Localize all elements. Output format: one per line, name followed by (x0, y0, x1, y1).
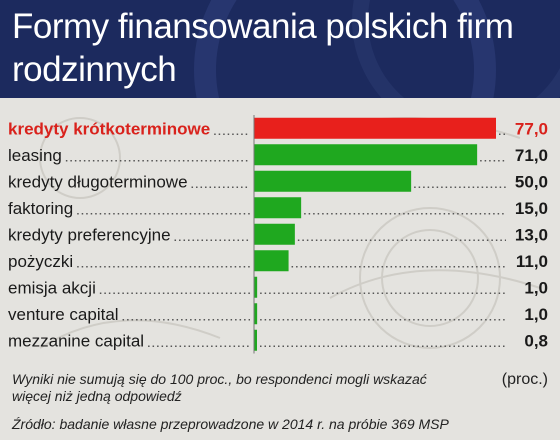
chart-area: kredyty krótkoterminowe 77,0 leasing 71,0 kr… (0, 98, 560, 440)
footnote: Wyniki nie sumują się do 100 proc., bo r… (12, 371, 427, 404)
category-label: faktoring (8, 199, 73, 218)
bar (254, 276, 258, 298)
chart-title: Formy finansowania polskich firm rodzinn… (12, 7, 514, 89)
header-background-circles (194, 0, 560, 98)
value-label: 15,0 (515, 199, 548, 218)
category-label: venture capital (8, 305, 119, 324)
bar (254, 250, 289, 272)
category-label: emisja akcji (8, 278, 96, 297)
bar (254, 170, 412, 192)
bar-chart: kredyty krótkoterminowe 77,0 leasing 71,0 kr… (8, 115, 548, 354)
value-label: 50,0 (515, 172, 548, 191)
source-note: Źródło: badanie własne przeprowadzone w … (12, 416, 449, 432)
value-label: 0,8 (524, 331, 548, 350)
category-label: leasing (8, 146, 62, 165)
value-label: 11,0 (516, 252, 548, 271)
category-label: kredyty preferencyjne (8, 225, 171, 244)
bar (254, 329, 257, 351)
bar (254, 144, 478, 166)
category-label: kredyty długoterminowe (8, 172, 188, 191)
value-label: 77,0 (515, 119, 548, 138)
category-label: pożyczki (8, 252, 73, 271)
category-label: kredyty krótkoterminowe (8, 119, 210, 138)
category-label: mezzanine capital (8, 331, 144, 350)
value-label: 71,0 (515, 146, 548, 165)
value-label: 1,0 (524, 305, 548, 324)
bar (254, 223, 295, 245)
bar (254, 303, 258, 325)
value-label: 1,0 (524, 278, 548, 297)
header: Formy finansowania polskich firm rodzinn… (0, 0, 560, 98)
unit-label: (proc.) (501, 371, 548, 388)
value-label: 13,0 (515, 225, 548, 244)
bar (254, 117, 496, 139)
bar (254, 197, 302, 219)
